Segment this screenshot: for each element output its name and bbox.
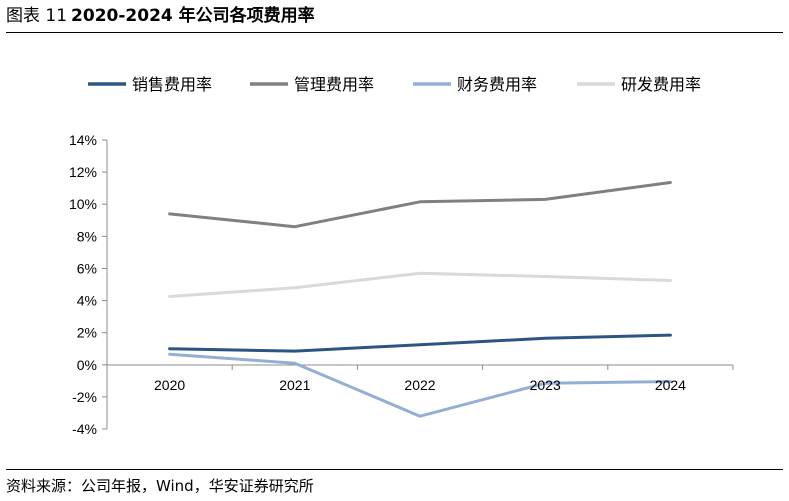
x-tick-label: 2021 [279, 377, 310, 393]
legend-label: 管理费用率 [294, 76, 374, 94]
y-tick-label: -4% [72, 421, 97, 437]
series-line [168, 181, 672, 229]
series-lines [168, 181, 672, 418]
x-tick-label: 2020 [154, 377, 185, 393]
legend-label: 销售费用率 [132, 76, 212, 94]
series-line [168, 271, 672, 298]
y-tick-label: 14% [69, 132, 97, 148]
axes: -4% -2% 0% 2% 4% 6% 8% 10% 12% 14% [69, 132, 734, 437]
figure-label: 图表 11 [6, 6, 68, 26]
y-tick-label: 2% [77, 325, 97, 341]
chart-title: 2020-2024 年公司各项费用率 [71, 6, 315, 26]
x-tick-label: 2024 [655, 377, 686, 393]
y-tick-label: -2% [72, 389, 97, 405]
x-tick-label: 2023 [530, 377, 561, 393]
series-line [168, 333, 672, 353]
legend: 销售费用率 管理费用率 财务费用率 研发费用率 [88, 76, 701, 94]
y-tick-label: 10% [69, 196, 97, 212]
legend-label: 研发费用率 [621, 76, 701, 94]
y-tick-label: 0% [77, 357, 97, 373]
source-note: 资料来源：公司年报，Wind，华安证券研究所 [6, 477, 314, 495]
top-divider [6, 32, 783, 33]
x-tick-label: 2022 [404, 377, 435, 393]
y-tick-label: 6% [77, 260, 97, 276]
y-tick-label: 12% [69, 164, 97, 180]
series-line [168, 352, 672, 418]
y-tick-label: 4% [77, 293, 97, 309]
bottom-divider [6, 469, 783, 470]
figure-title: 图表 11 2020-2024 年公司各项费用率 [6, 4, 315, 28]
line-chart: 销售费用率 管理费用率 财务费用率 研发费用率 -4% -2% 0% 2% 4% 6% 8% 10%… [69, 76, 734, 437]
y-tick-label: 8% [77, 228, 97, 244]
legend-label: 财务费用率 [457, 76, 537, 94]
